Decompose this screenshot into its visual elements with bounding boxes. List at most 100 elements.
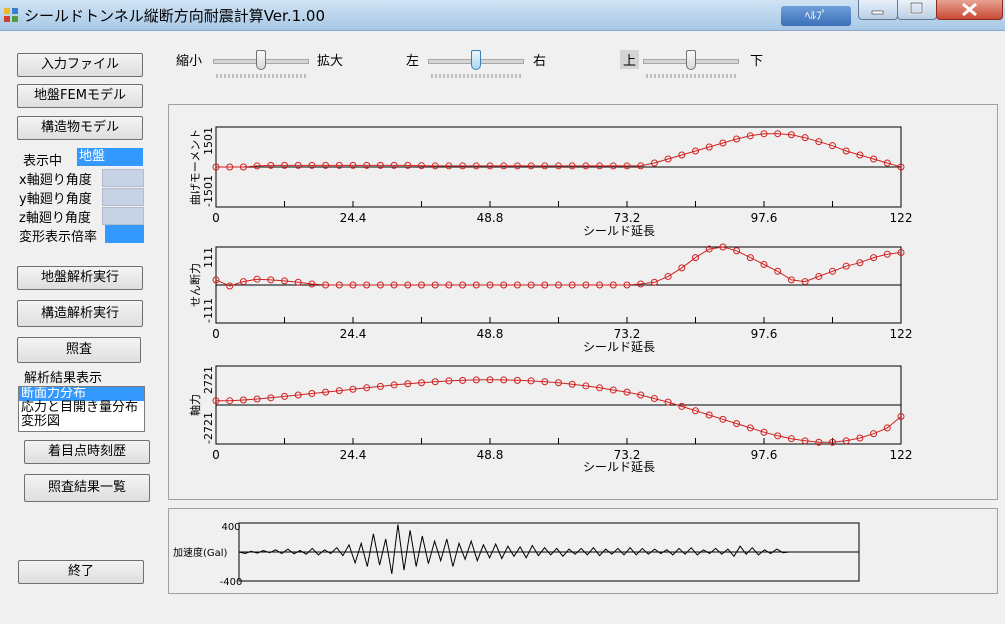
data-point bbox=[870, 254, 878, 262]
data-point bbox=[239, 396, 247, 404]
data-point bbox=[390, 161, 398, 169]
help-button[interactable]: ﾍﾙﾌﾟ bbox=[781, 6, 851, 26]
data-point bbox=[500, 281, 508, 289]
data-point bbox=[637, 162, 645, 170]
data-point bbox=[363, 161, 371, 169]
ground-analysis-button[interactable]: 地盤解析実行 bbox=[17, 266, 143, 290]
data-point bbox=[596, 162, 604, 170]
data-point bbox=[335, 387, 343, 395]
data-point bbox=[678, 151, 686, 159]
acceleration-panel: 400 -400 加速度(Gal) bbox=[168, 508, 998, 594]
data-point bbox=[541, 162, 549, 170]
data-point bbox=[787, 435, 795, 443]
results-option[interactable]: 応力と目開き量分布 bbox=[21, 400, 139, 415]
app-icon bbox=[4, 8, 18, 22]
data-point bbox=[555, 162, 562, 170]
data-point bbox=[226, 397, 234, 405]
results-listbox[interactable]: 断面力分布 応力と目開き量分布 変形図 bbox=[18, 386, 145, 432]
z-rotation-field[interactable] bbox=[102, 207, 144, 225]
data-point bbox=[829, 267, 836, 275]
data-point bbox=[226, 282, 234, 290]
data-point bbox=[267, 161, 275, 169]
x-tick-label: 97.6 bbox=[751, 327, 778, 341]
data-point bbox=[829, 438, 836, 446]
data-point bbox=[596, 384, 604, 392]
data-point bbox=[527, 281, 535, 289]
data-point bbox=[322, 161, 330, 169]
data-point bbox=[472, 281, 480, 289]
data-point bbox=[787, 276, 795, 284]
data-point bbox=[842, 262, 850, 270]
data-point bbox=[829, 142, 836, 150]
check-results-list-button[interactable]: 照査結果一覧 bbox=[24, 474, 150, 502]
chart-1: 0 24.4 48.8 73.2 97.6 122 シールド延長 1501 -1501曲げモーメ… bbox=[189, 126, 912, 238]
data-point bbox=[801, 134, 809, 142]
data-point bbox=[746, 254, 754, 262]
vertical-slider-thumb[interactable] bbox=[686, 50, 696, 70]
structure-analysis-button[interactable]: 構造解析実行 bbox=[17, 300, 143, 327]
data-point bbox=[568, 162, 576, 170]
data-point bbox=[226, 163, 234, 171]
x-rotation-field[interactable] bbox=[102, 169, 144, 187]
y-tick-label: 1501 bbox=[202, 127, 215, 155]
data-point bbox=[733, 135, 741, 143]
data-point bbox=[513, 376, 521, 384]
check-button[interactable]: 照査 bbox=[17, 337, 141, 363]
data-point bbox=[815, 272, 823, 280]
data-point bbox=[650, 395, 658, 403]
data-point bbox=[486, 281, 494, 289]
data-point bbox=[404, 380, 412, 388]
data-point bbox=[582, 162, 590, 170]
data-point bbox=[445, 377, 453, 385]
results-option[interactable]: 変形図 bbox=[21, 414, 61, 429]
data-point bbox=[376, 161, 384, 169]
y-rotation-field[interactable] bbox=[102, 188, 144, 206]
data-point bbox=[281, 392, 288, 400]
x-tick-label: 0 bbox=[212, 327, 220, 341]
data-point bbox=[308, 390, 316, 398]
y-tick-label: 400 bbox=[221, 522, 240, 533]
display-label: 表示中 bbox=[23, 154, 63, 169]
data-point bbox=[664, 155, 672, 163]
structure-model-button[interactable]: 構造物モデル bbox=[17, 116, 143, 140]
data-point bbox=[486, 162, 494, 170]
data-point bbox=[349, 161, 357, 169]
data-point bbox=[719, 139, 727, 147]
data-point bbox=[760, 130, 768, 138]
time-history-button[interactable]: 着目点時刻歴 bbox=[24, 440, 150, 464]
data-point bbox=[294, 391, 302, 399]
data-point bbox=[555, 281, 562, 289]
data-point bbox=[760, 260, 768, 268]
data-point bbox=[390, 281, 398, 289]
data-point bbox=[459, 281, 467, 289]
deform-scale-label: 変形表示倍率 bbox=[19, 230, 98, 245]
maximize-button[interactable] bbox=[897, 0, 937, 20]
input-file-button[interactable]: 入力ファイル bbox=[17, 53, 143, 77]
data-point bbox=[445, 281, 453, 289]
deform-scale-field[interactable] bbox=[105, 225, 144, 243]
data-point bbox=[459, 376, 467, 384]
data-point bbox=[746, 132, 754, 140]
results-option[interactable]: 断面力分布 bbox=[19, 387, 144, 401]
data-point bbox=[253, 395, 261, 403]
data-point bbox=[856, 151, 864, 159]
data-point bbox=[705, 245, 713, 253]
x-tick-label: 73.2 bbox=[614, 327, 641, 341]
y-axis-label: 軸力 bbox=[188, 394, 202, 416]
data-point bbox=[253, 162, 261, 170]
exit-button[interactable]: 終了 bbox=[18, 560, 144, 584]
zoom-slider-thumb[interactable] bbox=[256, 50, 266, 70]
x-tick-label: 48.8 bbox=[477, 211, 504, 225]
data-point bbox=[239, 278, 247, 286]
close-button[interactable] bbox=[936, 0, 1003, 20]
x-tick-label: 97.6 bbox=[751, 211, 778, 225]
minimize-button[interactable] bbox=[858, 0, 898, 20]
data-point bbox=[856, 434, 864, 442]
close-icon bbox=[962, 2, 977, 17]
data-point bbox=[774, 130, 782, 138]
data-point bbox=[637, 391, 645, 399]
horizontal-slider-thumb[interactable] bbox=[471, 50, 481, 70]
ground-fem-model-button[interactable]: 地盤FEMモデル bbox=[17, 84, 143, 108]
data-point bbox=[308, 280, 316, 288]
data-point bbox=[459, 162, 467, 170]
